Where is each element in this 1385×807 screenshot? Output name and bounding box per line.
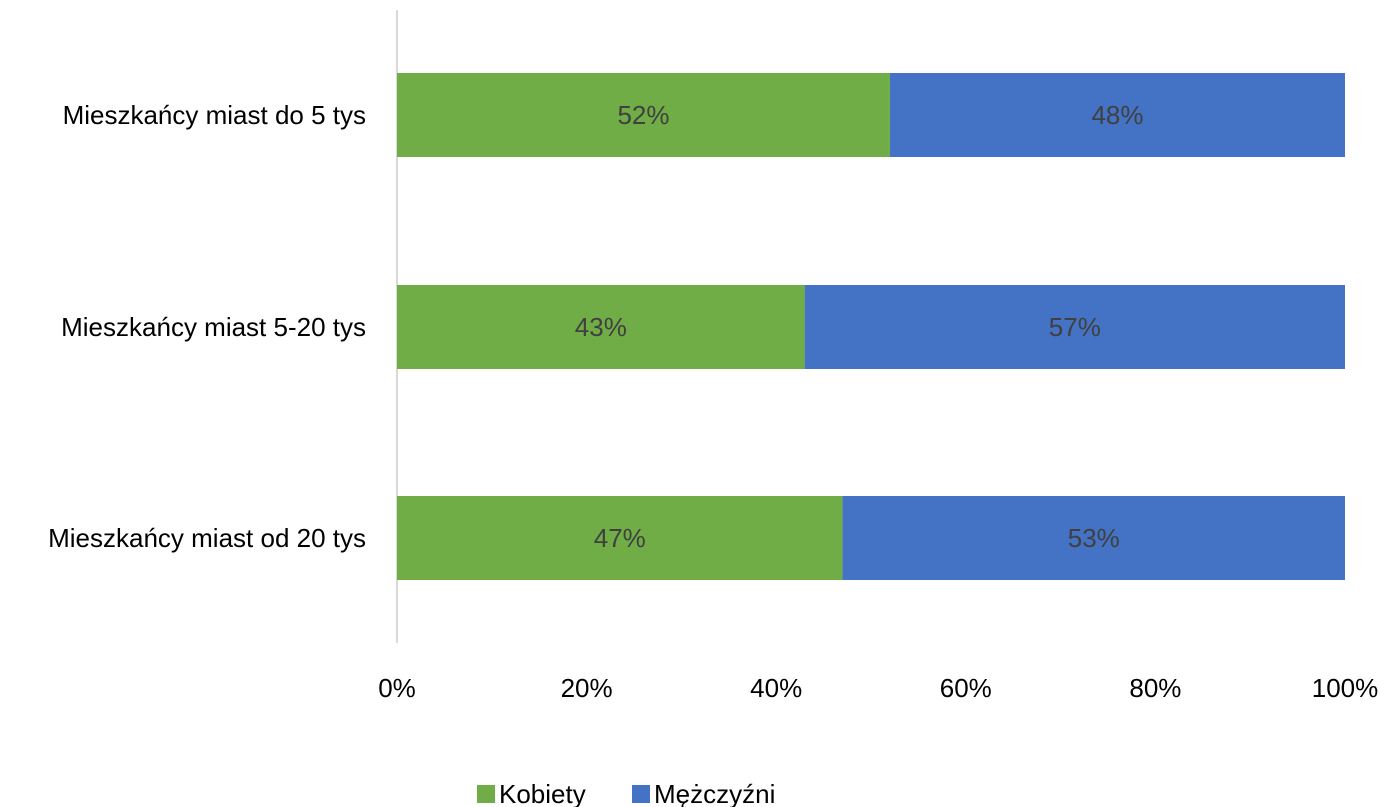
x-tick-label: 0% — [378, 673, 416, 703]
legend-label: Mężczyźni — [654, 779, 775, 807]
legend-label: Kobiety — [499, 779, 586, 807]
bar-segment-kobiety — [397, 285, 805, 369]
legend-swatch — [477, 785, 495, 803]
x-axis-ticks: 0% 20% 40% 60% 80% 100% — [378, 673, 1378, 703]
x-tick-label: 20% — [561, 673, 613, 703]
bar-segment-mezczyzni — [804, 285, 1345, 369]
data-label: 52% — [617, 100, 669, 130]
legend: Kobiety Mężczyźni — [477, 779, 775, 807]
x-tick-label: 80% — [1129, 673, 1181, 703]
x-tick-label: 60% — [940, 673, 992, 703]
category-label: Mieszkańcy miast od 20 tys — [48, 523, 366, 553]
data-label: 48% — [1091, 100, 1143, 130]
data-label: 43% — [575, 312, 627, 342]
bars-layer — [397, 73, 1345, 580]
x-tick-label: 40% — [750, 673, 802, 703]
x-tick-label: 100% — [1312, 673, 1379, 703]
category-label: Mieszkańcy miast 5-20 tys — [61, 312, 366, 342]
bar-segment-kobiety — [397, 73, 890, 157]
data-label: 53% — [1068, 523, 1120, 553]
bar-segment-mezczyzni — [889, 73, 1345, 157]
bar-segment-kobiety — [397, 496, 843, 580]
category-label: Mieszkańcy miast do 5 tys — [63, 100, 366, 130]
data-label: 47% — [594, 523, 646, 553]
data-label: 57% — [1049, 312, 1101, 342]
legend-swatch — [632, 785, 650, 803]
labels-layer: Mieszkańcy miast do 5 tys 52% 48% Mieszkańc… — [48, 100, 1143, 553]
bar-segment-mezczyzni — [842, 496, 1345, 580]
